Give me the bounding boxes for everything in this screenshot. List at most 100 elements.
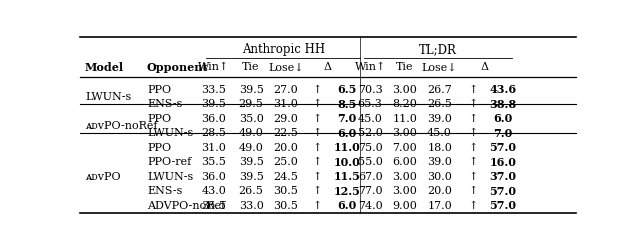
Text: 75.0: 75.0 — [358, 143, 383, 153]
Text: 36.5: 36.5 — [202, 201, 227, 211]
Text: 3.00: 3.00 — [392, 85, 417, 95]
Text: 39.5: 39.5 — [239, 157, 264, 168]
Text: ENS-s: ENS-s — [147, 186, 182, 197]
Text: 70.3: 70.3 — [358, 85, 383, 95]
Text: 29.0: 29.0 — [273, 114, 298, 124]
Text: 12.5: 12.5 — [333, 186, 360, 197]
Text: 49.0: 49.0 — [239, 128, 264, 138]
Text: 10.0: 10.0 — [333, 157, 360, 168]
Text: ↑: ↑ — [312, 99, 322, 109]
Text: ↑: ↑ — [312, 128, 322, 138]
Text: 17.0: 17.0 — [428, 201, 452, 211]
Text: 11.0: 11.0 — [333, 142, 360, 154]
Text: 49.0: 49.0 — [239, 143, 264, 153]
Text: Model: Model — [85, 62, 124, 73]
Text: 36.0: 36.0 — [202, 114, 227, 124]
Text: 39.5: 39.5 — [202, 99, 227, 109]
Text: Tie: Tie — [396, 62, 413, 72]
Text: 39.5: 39.5 — [239, 172, 264, 182]
Text: PPO-ref: PPO-ref — [147, 157, 191, 168]
Text: 22.5: 22.5 — [273, 128, 298, 138]
Text: 9.00: 9.00 — [392, 201, 417, 211]
Text: 26.5: 26.5 — [239, 186, 264, 197]
Text: 11.5: 11.5 — [333, 171, 360, 183]
Text: 26.5: 26.5 — [427, 99, 452, 109]
Text: Win↑: Win↑ — [355, 62, 386, 72]
Text: 6.0: 6.0 — [337, 200, 356, 212]
Text: 65.3: 65.3 — [358, 99, 383, 109]
Text: 30.5: 30.5 — [273, 201, 298, 211]
Text: ↑: ↑ — [312, 114, 322, 124]
Text: ᴀᴅᴠPO-noRef: ᴀᴅᴠPO-noRef — [85, 121, 157, 131]
Text: 29.5: 29.5 — [239, 99, 264, 109]
Text: 16.0: 16.0 — [490, 157, 516, 168]
Text: ↑: ↑ — [312, 143, 322, 153]
Text: ↑: ↑ — [468, 128, 478, 138]
Text: 20.0: 20.0 — [273, 143, 298, 153]
Text: ↑: ↑ — [468, 114, 478, 124]
Text: Δ: Δ — [480, 62, 488, 72]
Text: 39.0: 39.0 — [427, 157, 452, 168]
Text: 57.0: 57.0 — [490, 186, 516, 197]
Text: ↑: ↑ — [468, 143, 478, 153]
Text: LWUN-s: LWUN-s — [147, 128, 193, 138]
Text: 7.0: 7.0 — [493, 128, 513, 139]
Text: ↑: ↑ — [468, 99, 478, 109]
Text: PPO: PPO — [147, 85, 171, 95]
Text: 6.0: 6.0 — [337, 128, 356, 139]
Text: Anthropic HH: Anthropic HH — [242, 43, 325, 56]
Text: 38.8: 38.8 — [490, 99, 516, 110]
Text: 20.0: 20.0 — [427, 186, 452, 197]
Text: ENS-s: ENS-s — [147, 99, 182, 109]
Text: Tie: Tie — [243, 62, 260, 72]
Text: 6.00: 6.00 — [392, 157, 417, 168]
Text: Δ: Δ — [324, 62, 332, 72]
Text: ↑: ↑ — [312, 172, 322, 182]
Text: Lose↓: Lose↓ — [422, 62, 458, 72]
Text: Lose↓: Lose↓ — [268, 62, 303, 72]
Text: 8.5: 8.5 — [337, 99, 356, 110]
Text: 31.0: 31.0 — [202, 143, 227, 153]
Text: ↑: ↑ — [468, 172, 478, 182]
Text: 45.0: 45.0 — [427, 128, 452, 138]
Text: 35.5: 35.5 — [202, 157, 227, 168]
Text: TL;DR: TL;DR — [419, 43, 456, 56]
Text: ↑: ↑ — [468, 157, 478, 168]
Text: 6.5: 6.5 — [337, 84, 356, 95]
Text: 25.0: 25.0 — [273, 157, 298, 168]
Text: ↑: ↑ — [312, 186, 322, 197]
Text: 31.0: 31.0 — [273, 99, 298, 109]
Text: ADVPO-noRef: ADVPO-noRef — [147, 201, 225, 211]
Text: ↑: ↑ — [312, 201, 322, 211]
Text: ᴀᴅᴠPO: ᴀᴅᴠPO — [85, 172, 120, 182]
Text: 74.0: 74.0 — [358, 201, 383, 211]
Text: ↑: ↑ — [468, 201, 478, 211]
Text: 11.0: 11.0 — [392, 114, 417, 124]
Text: 28.5: 28.5 — [202, 128, 227, 138]
Text: 39.5: 39.5 — [239, 85, 264, 95]
Text: 18.0: 18.0 — [427, 143, 452, 153]
Text: 43.6: 43.6 — [490, 84, 516, 95]
Text: 37.0: 37.0 — [490, 171, 516, 183]
Text: 3.00: 3.00 — [392, 128, 417, 138]
Text: 57.0: 57.0 — [490, 200, 516, 212]
Text: Win↑: Win↑ — [198, 62, 230, 72]
Text: 30.0: 30.0 — [427, 172, 452, 182]
Text: 27.0: 27.0 — [273, 85, 298, 95]
Text: ↑: ↑ — [312, 85, 322, 95]
Text: Opponent: Opponent — [147, 62, 209, 73]
Text: 33.0: 33.0 — [239, 201, 264, 211]
Text: 39.0: 39.0 — [427, 114, 452, 124]
Text: 30.5: 30.5 — [273, 186, 298, 197]
Text: 43.0: 43.0 — [202, 186, 227, 197]
Text: PPO: PPO — [147, 143, 171, 153]
Text: PPO: PPO — [147, 114, 171, 124]
Text: LWUN-s: LWUN-s — [147, 172, 193, 182]
Text: 55.0: 55.0 — [358, 157, 383, 168]
Text: 52.0: 52.0 — [358, 128, 383, 138]
Text: 45.0: 45.0 — [358, 114, 383, 124]
Text: LWUN-s: LWUN-s — [85, 92, 131, 102]
Text: 77.0: 77.0 — [358, 186, 383, 197]
Text: 7.00: 7.00 — [392, 143, 417, 153]
Text: 26.7: 26.7 — [428, 85, 452, 95]
